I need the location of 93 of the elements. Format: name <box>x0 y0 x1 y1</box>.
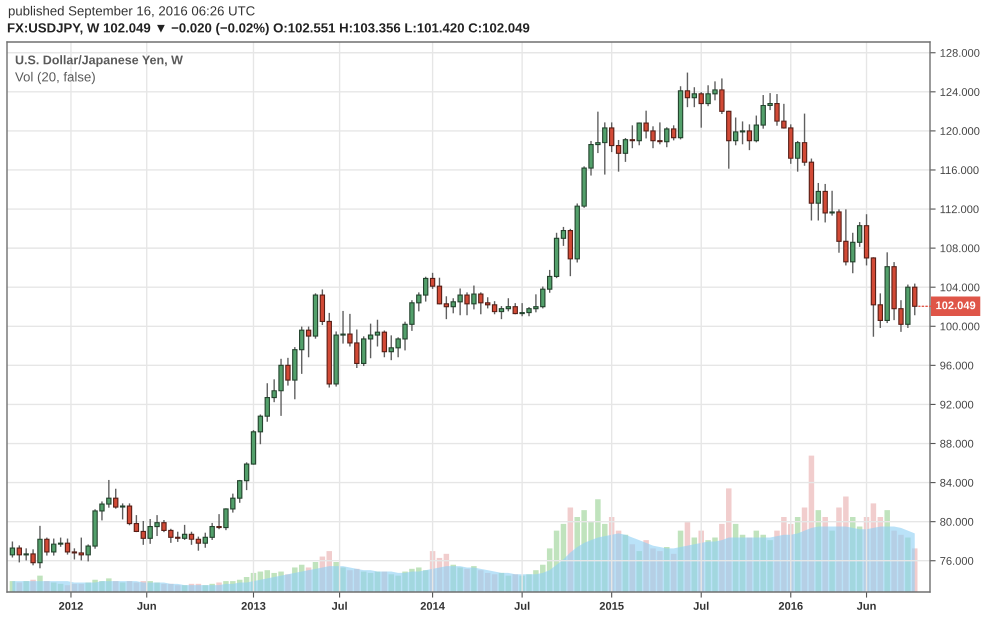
bar <box>16 582 22 592</box>
bar <box>816 510 822 592</box>
candlestick <box>306 326 312 358</box>
annotation: Vol (20, false) <box>15 72 95 84</box>
x-tick-label: Jun <box>137 602 156 610</box>
candlestick <box>829 190 835 216</box>
y-tick-label: 112.000 <box>940 205 979 214</box>
candlestick <box>636 122 642 146</box>
y-tick-label: 120.000 <box>940 127 980 136</box>
y-tick-label: 116.000 <box>940 166 979 174</box>
bar <box>112 581 118 592</box>
candlestick <box>794 140 800 172</box>
bar <box>829 530 835 592</box>
bar <box>905 537 911 592</box>
bar <box>10 581 16 592</box>
candlestick <box>113 488 118 509</box>
candlestick <box>630 125 636 148</box>
bar <box>822 517 828 592</box>
text: U.S. Dollar/Japanese Yen, W <box>16 55 183 67</box>
x-tick-label: 2015 <box>600 602 624 610</box>
y-tick-label: 88.000 <box>940 440 974 448</box>
candlestick <box>216 514 222 530</box>
bar <box>684 521 690 592</box>
bar <box>746 537 752 592</box>
candlestick <box>16 545 22 562</box>
candlestick <box>912 284 918 316</box>
bar <box>664 547 670 592</box>
bar <box>912 548 918 592</box>
candlestick <box>471 286 477 310</box>
y-tick-label: 108.000 <box>940 244 980 252</box>
x-tick-label: 2016 <box>778 602 803 610</box>
bar <box>216 582 222 592</box>
candlestick <box>182 524 188 540</box>
bar <box>692 537 698 592</box>
candlestick <box>664 127 670 148</box>
bar <box>306 567 312 592</box>
candlestick <box>622 138 628 162</box>
candlestick <box>285 358 291 386</box>
bar <box>670 554 676 592</box>
x-tick-label: Jun <box>856 602 876 610</box>
x-tick-label: 2012 <box>58 602 83 610</box>
candlestick <box>512 303 518 314</box>
candlestick <box>30 549 36 566</box>
y-tick-label: 80.000 <box>940 518 974 526</box>
bar <box>568 507 574 592</box>
candlestick <box>24 548 29 560</box>
candlestick <box>670 125 676 140</box>
bar <box>622 534 628 592</box>
candlestick <box>382 330 388 358</box>
y-tick-label: 124.000 <box>940 88 980 96</box>
bar <box>182 585 188 592</box>
bar <box>37 576 43 592</box>
candlestick <box>692 87 698 108</box>
annotation: 102.049 <box>936 301 976 310</box>
candlestick <box>684 72 690 108</box>
y-tick-label: 76.000 <box>940 557 974 565</box>
bar <box>636 551 642 592</box>
candlestick <box>44 538 50 556</box>
bar <box>44 581 50 592</box>
candlestick <box>746 124 752 150</box>
y-tick-label: 128.000 <box>940 49 980 57</box>
chart-subtitle: FX:USDJPY, W 102.049 ▼ −0.020 (−0.02%) O:102.551 H:103.356 L:101.420 C:102.049 <box>8 22 530 36</box>
y-tick-label: 84.000 <box>940 478 974 487</box>
bar <box>312 562 318 592</box>
x-tick-label: 2014 <box>420 602 445 610</box>
y-tick-label: 92.000 <box>940 400 974 409</box>
candlestick <box>464 292 470 316</box>
y-tick-label: 96.000 <box>940 362 974 370</box>
y-tick-label: 104.000 <box>940 283 980 292</box>
candlestick <box>816 182 822 220</box>
bar <box>471 566 477 592</box>
bar <box>512 574 518 592</box>
y-tick-label: 100.000 <box>940 322 980 330</box>
x-tick-label: 2013 <box>242 602 266 610</box>
bar <box>794 517 800 592</box>
candlestick <box>37 526 43 568</box>
x-tick-label: Jul <box>693 602 708 610</box>
x-tick-label: Jul <box>332 602 347 610</box>
candlestick <box>698 92 704 128</box>
candlestick <box>120 503 126 520</box>
text: published September 16, 2016 06:26 UTC <box>8 6 255 18</box>
bar <box>464 568 470 592</box>
candlestick <box>822 184 828 222</box>
x-tick-label: Jul <box>514 602 530 610</box>
bar <box>120 582 126 592</box>
bar <box>678 530 684 592</box>
bar <box>23 581 29 592</box>
bar <box>285 574 291 592</box>
bar <box>30 580 36 592</box>
bar <box>630 544 636 592</box>
bar <box>382 572 388 592</box>
bar <box>884 510 890 592</box>
candlestick <box>10 541 16 558</box>
